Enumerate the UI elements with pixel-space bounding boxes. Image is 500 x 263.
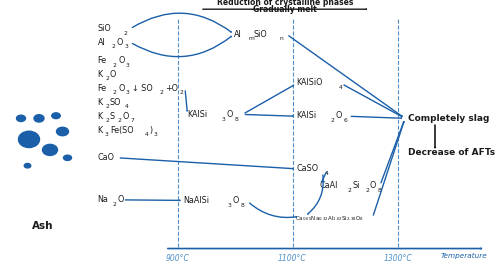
Text: 900°C: 900°C <box>166 254 190 263</box>
Text: S: S <box>110 112 115 121</box>
Text: K: K <box>98 112 102 121</box>
Text: CaO: CaO <box>98 153 114 162</box>
Text: 4: 4 <box>325 170 328 176</box>
Text: CaAl: CaAl <box>320 181 338 190</box>
Text: Al: Al <box>234 30 242 39</box>
Text: SO: SO <box>110 98 122 107</box>
Text: Decrease of AFTs: Decrease of AFTs <box>408 148 494 157</box>
Text: 3: 3 <box>222 117 225 122</box>
Text: Ca$_{0.65}$Na$_{0.32}$Al$_{1.62}$Si$_{2.38}$O$_{8}$: Ca$_{0.65}$Na$_{0.32}$Al$_{1.62}$Si$_{2.… <box>295 214 364 223</box>
Text: KAlSi: KAlSi <box>296 111 316 120</box>
Text: Temperature: Temperature <box>441 253 488 259</box>
Text: 3: 3 <box>228 203 232 208</box>
Text: 7: 7 <box>130 118 134 124</box>
Text: 4: 4 <box>339 85 342 90</box>
Text: 2: 2 <box>112 202 116 207</box>
Text: n: n <box>280 36 284 42</box>
Ellipse shape <box>16 115 26 122</box>
Text: m: m <box>248 36 254 42</box>
Text: 1300°C: 1300°C <box>383 254 412 263</box>
Text: 3: 3 <box>154 132 157 138</box>
Text: O: O <box>110 70 116 79</box>
Text: 2: 2 <box>105 104 109 109</box>
Text: Fe: Fe <box>98 56 106 65</box>
Text: K: K <box>98 98 102 107</box>
Text: O: O <box>336 111 342 120</box>
Text: 2: 2 <box>118 118 122 124</box>
Text: +O: +O <box>165 84 178 93</box>
Text: 2: 2 <box>124 31 128 36</box>
Ellipse shape <box>34 115 44 122</box>
Text: O: O <box>118 195 124 204</box>
Text: Fe: Fe <box>98 84 106 93</box>
Text: ↓ SO: ↓ SO <box>132 84 152 93</box>
Text: 2: 2 <box>112 90 116 95</box>
Text: Na: Na <box>98 195 108 204</box>
Text: O: O <box>370 181 376 190</box>
Text: 1100°C: 1100°C <box>278 254 307 263</box>
Text: SiO: SiO <box>254 30 268 39</box>
Text: Fe(SO: Fe(SO <box>110 126 134 135</box>
Ellipse shape <box>18 131 40 148</box>
Text: 3: 3 <box>126 90 130 95</box>
Text: 2: 2 <box>330 118 334 123</box>
Text: O: O <box>233 196 239 205</box>
Text: Completely slag: Completely slag <box>408 114 489 123</box>
Text: KAlSiO: KAlSiO <box>296 78 323 87</box>
Text: 2: 2 <box>160 90 164 95</box>
Text: O: O <box>116 38 123 47</box>
Text: Reduction of crystalline phases: Reduction of crystalline phases <box>217 0 353 7</box>
Text: 3: 3 <box>105 132 109 138</box>
Text: KAlSi: KAlSi <box>188 110 208 119</box>
Text: 2: 2 <box>112 44 116 49</box>
Text: 4: 4 <box>144 132 148 138</box>
Ellipse shape <box>52 113 60 119</box>
Text: Gradually melt: Gradually melt <box>253 5 317 14</box>
Text: 8: 8 <box>378 188 382 193</box>
Text: 8: 8 <box>234 117 238 122</box>
Text: O: O <box>118 84 124 93</box>
Text: Al: Al <box>98 38 105 47</box>
Text: 2: 2 <box>348 188 352 193</box>
Text: 2: 2 <box>179 90 183 95</box>
Text: K: K <box>98 70 102 79</box>
Text: 3: 3 <box>126 63 130 68</box>
Text: 4: 4 <box>125 104 129 109</box>
Ellipse shape <box>56 127 68 136</box>
Text: SiO: SiO <box>98 24 111 33</box>
Text: O: O <box>118 56 124 65</box>
Text: 8: 8 <box>241 203 245 208</box>
Text: 6: 6 <box>344 118 347 123</box>
Text: Si: Si <box>352 181 360 190</box>
Text: ): ) <box>150 126 152 135</box>
Text: 2: 2 <box>365 188 369 193</box>
Text: 2: 2 <box>112 63 116 68</box>
Text: O: O <box>226 110 233 119</box>
Ellipse shape <box>64 155 72 160</box>
Ellipse shape <box>42 144 58 155</box>
Ellipse shape <box>24 163 31 168</box>
Text: K: K <box>98 126 102 135</box>
Text: O: O <box>122 112 129 121</box>
Text: CaSO: CaSO <box>296 164 318 173</box>
Text: 2: 2 <box>105 118 109 124</box>
Text: NaAlSi: NaAlSi <box>184 196 210 205</box>
Text: 2: 2 <box>105 76 109 82</box>
Text: 3: 3 <box>124 44 128 49</box>
Text: Ash: Ash <box>32 221 53 231</box>
